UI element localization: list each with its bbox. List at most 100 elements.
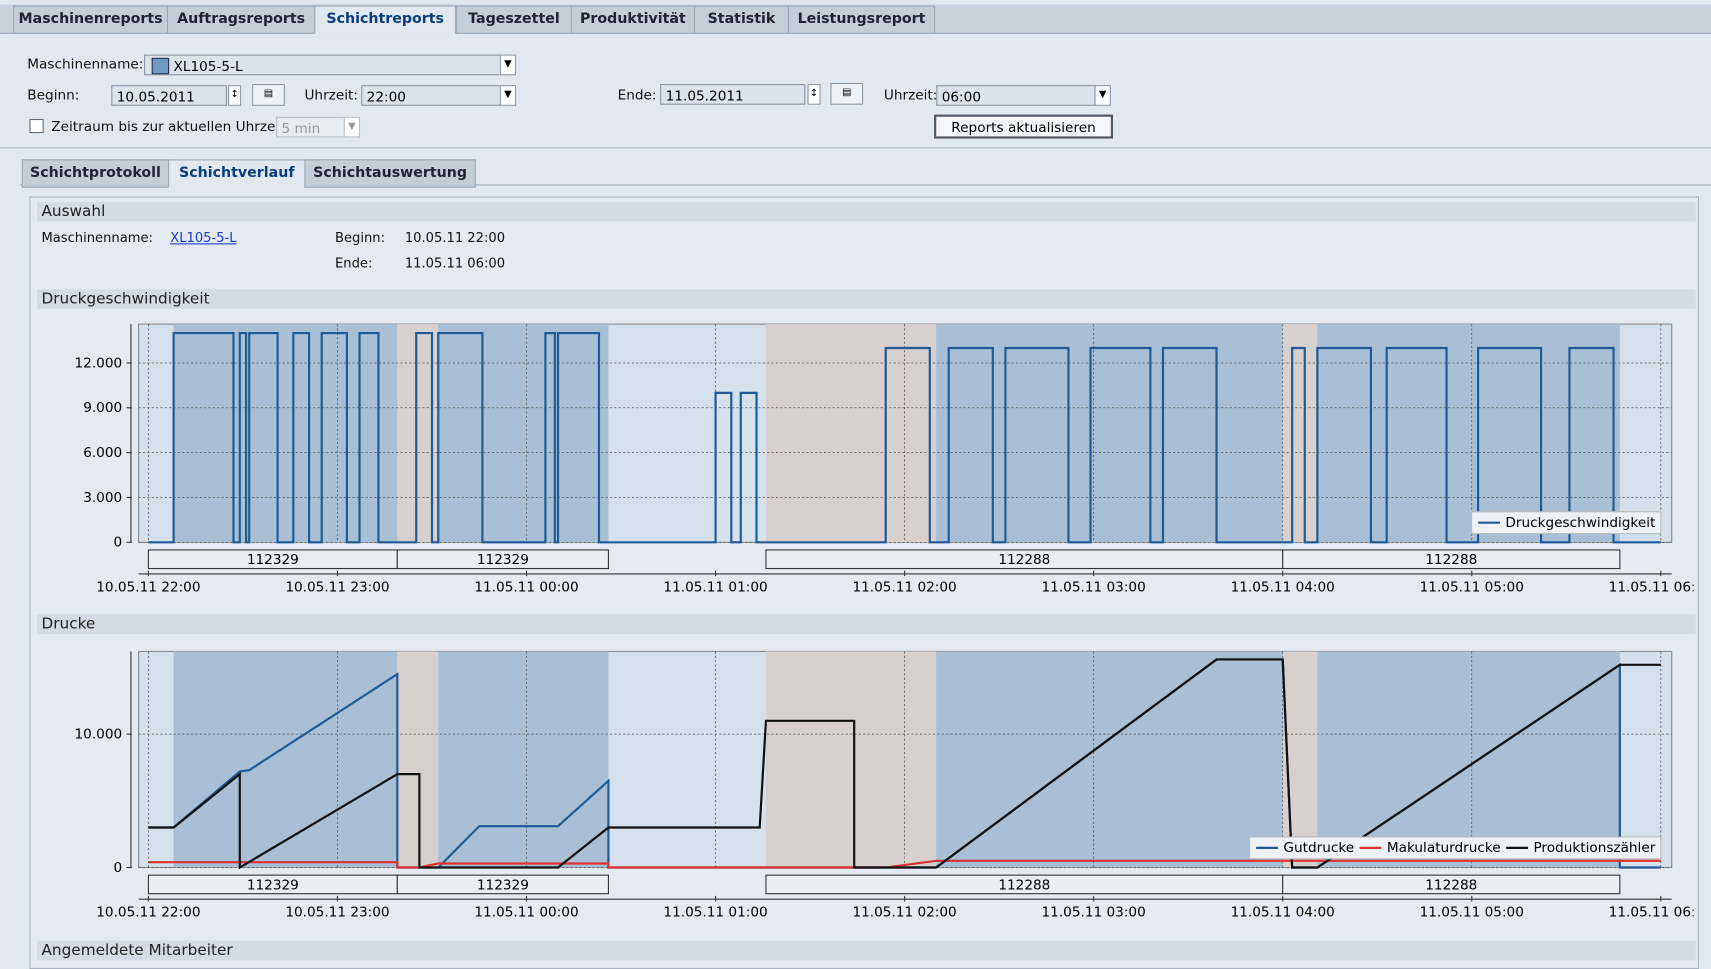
splitter [0,147,1711,151]
x-tick-label: 10.05.11 22:00 [96,905,200,921]
series-line [148,859,1661,869]
label: Uhrzeit: [304,86,358,103]
x-tick-label: 11.05.11 02:00 [852,905,956,921]
calendar-button[interactable]: ▤ [830,82,864,105]
phase-band [1282,651,1318,868]
dropdown-arrow[interactable]: ▼ [499,85,517,106]
label: Beginn: [27,86,80,103]
value: 11.05.11 06:00 [404,255,506,271]
legend: Druckgeschwindigkeit [1471,511,1662,535]
dropdown-arrow: ▼ [343,116,361,138]
job-label: 112329 [247,877,299,893]
job-label: 112288 [998,877,1050,893]
x-tick-label: 11.05.11 06:00 [1609,579,1694,595]
tab[interactable]: Leistungsreport [787,5,936,34]
begin-date[interactable]: 10.05.2011 [111,85,227,106]
phase-band [173,651,398,868]
subtab-bar [19,184,1711,186]
tab[interactable]: Statistik [694,5,789,34]
job-label: 112288 [1425,877,1477,893]
legend-label: Produktionszähler [1533,840,1655,856]
phase-band [173,324,398,543]
y-tick-label: 10.000 [75,726,123,742]
x-tick-label: 10.05.11 23:00 [285,579,389,595]
x-tick-label: 10.05.11 23:00 [285,905,389,921]
machine-icon [151,57,170,75]
job-label: 112329 [477,877,529,893]
x-tick-label: 11.05.11 05:00 [1420,905,1524,921]
series-line [148,331,1661,544]
calendar-button[interactable]: ▤ [252,84,285,106]
phase-band [1282,324,1318,543]
phase-band [397,651,439,868]
spinner[interactable]: ↕ [228,85,242,106]
tab[interactable]: Auftragsreports [166,5,316,34]
spinner[interactable]: ↕ [807,84,821,105]
x-tick-label: 11.05.11 01:00 [663,905,767,921]
range-select: 5 min [276,116,345,138]
value: 10.05.11 22:00 [404,230,506,246]
begin-time[interactable]: 22:00 [361,85,501,106]
y-tick-label: 0 [114,535,123,551]
x-tick-label: 11.05.11 00:00 [474,905,578,921]
job-bar [396,549,609,570]
phase-band [1317,651,1620,868]
job-label: 112329 [477,552,529,568]
subtab-active[interactable]: Schichtverlauf [168,159,306,188]
dropdown-arrow[interactable]: ▼ [1094,85,1111,106]
legend: Gutdrucke Makulaturdrucke Produktionszähle… [1249,836,1662,860]
y-tick-label: 0 [114,860,123,876]
x-tick-label: 10.05.11 22:00 [96,579,200,595]
end-date[interactable]: 11.05.2011 [660,84,806,105]
subtab[interactable]: Schichtauswertung [304,159,476,188]
machine-select[interactable]: XL105-5-L [144,54,501,76]
end-time[interactable]: 06:00 [936,85,1096,106]
job-bar [1282,874,1621,895]
phase-band [936,324,1283,543]
job-bar [396,874,609,895]
phase-band [438,651,609,868]
label: Ende: [334,255,373,271]
y-tick-label: 6.000 [83,445,122,461]
x-tick-label: 11.05.11 05:00 [1420,579,1524,595]
machine-link[interactable]: XL105-5-L [170,230,237,246]
y-tick-label: 12.000 [75,355,123,371]
job-bar [1282,549,1621,570]
legend-label: Druckgeschwindigkeit [1505,515,1656,531]
phase-band [1317,324,1620,543]
phase-band [936,651,1283,868]
x-tick-label: 11.05.11 04:00 [1231,579,1335,595]
x-tick-label: 11.05.11 04:00 [1231,905,1335,921]
phase-band [765,324,937,543]
job-label: 112329 [247,552,299,568]
series-line [148,658,1661,870]
label: Beginn: [334,230,386,246]
section-header: Angemeldete Mitarbeiter [37,940,1696,961]
phase-band [438,324,609,543]
job-label: 112288 [1425,552,1477,568]
x-tick-label: 11.05.11 00:00 [474,579,578,595]
checkbox[interactable] [29,118,44,134]
dropdown-arrow[interactable]: ▼ [499,54,517,76]
section-header: Druckgeschwindigkeit [37,289,1696,309]
tab[interactable]: Maschinenreports [13,5,169,34]
label: Maschinenname: [41,230,153,246]
label: Ende: [617,86,657,103]
label: Zeitraum bis zur aktuellen Uhrzeit: [51,117,290,135]
subtab[interactable]: Schichtprotokoll [21,159,170,188]
x-tick-label: 11.05.11 01:00 [663,579,767,595]
y-tick-label: 9.000 [83,400,122,416]
tab-active[interactable]: Schichtreports [314,5,457,34]
phase-band [765,651,937,868]
update-button[interactable]: Reports aktualisieren [934,114,1114,139]
tab[interactable]: Produktivität [570,5,696,34]
x-tick-label: 11.05.11 02:00 [852,579,956,595]
label: Uhrzeit: [883,86,938,103]
section-header: Auswahl [37,201,1696,222]
y-tick-label: 3.000 [83,490,122,506]
tab[interactable]: Tageszettel [456,5,572,34]
label: Maschinenname: [27,55,144,73]
